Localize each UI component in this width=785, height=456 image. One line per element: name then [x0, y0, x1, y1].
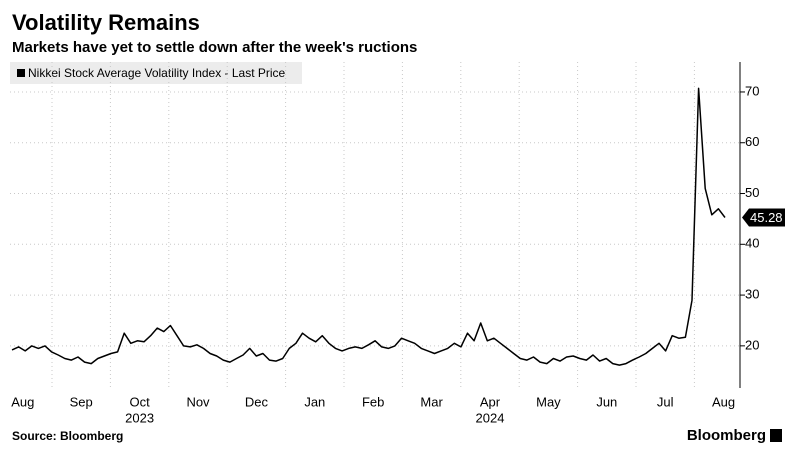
x-tick-label: Aug — [11, 394, 34, 409]
last-price-label: 45.28 — [750, 210, 783, 225]
x-year-label: 2023 — [125, 410, 154, 425]
legend-label: Nikkei Stock Average Volatility Index - … — [28, 66, 286, 80]
y-tick-label: 20 — [745, 337, 759, 352]
x-tick-label: Jan — [304, 394, 325, 409]
x-tick-label: Feb — [362, 394, 384, 409]
legend-box — [10, 62, 302, 84]
x-tick-label: Nov — [186, 394, 210, 409]
x-year-label: 2024 — [476, 410, 505, 425]
x-tick-label: Oct — [129, 394, 150, 409]
x-tick-label: Mar — [420, 394, 443, 409]
chart-title: Volatility Remains — [12, 10, 200, 35]
last-price-tag — [742, 208, 785, 227]
line — [11, 87, 726, 366]
x-tick-label: Aug — [712, 394, 735, 409]
y-tick-label: 50 — [745, 185, 759, 200]
x-tick-label: Sep — [70, 394, 93, 409]
legend-swatch — [17, 69, 25, 77]
brand: Bloomberg — [687, 427, 766, 444]
source: Source: Bloomberg — [12, 429, 123, 443]
chart-subtitle: Markets have yet to settle down after th… — [12, 39, 417, 56]
x-tick-label: Dec — [245, 394, 269, 409]
brand-icon — [770, 429, 782, 442]
y-tick-label: 70 — [745, 83, 759, 98]
x-tick-label: Jul — [657, 394, 674, 409]
y-tick-label: 30 — [745, 287, 759, 302]
y-tick-label: 60 — [745, 134, 759, 149]
x-tick-label: Jun — [596, 394, 617, 409]
y-tick-label: 40 — [745, 236, 759, 251]
x-tick-label: Apr — [480, 394, 501, 409]
x-tick-label: May — [536, 394, 561, 409]
